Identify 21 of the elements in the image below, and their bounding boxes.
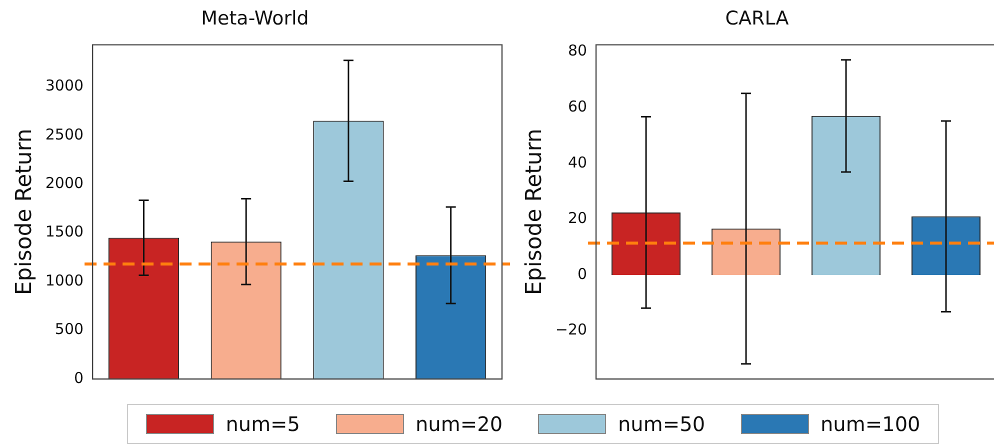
y-tick-label: 60	[568, 97, 588, 116]
legend-label: num=100	[820, 412, 920, 436]
y-tick-label: 500	[54, 320, 84, 338]
chart-title: CARLA	[725, 7, 789, 30]
legend-label: num=20	[416, 412, 503, 436]
y-axis-title: Episode Return	[522, 128, 547, 296]
y-tick-label: 2000	[45, 174, 84, 192]
y-tick-label: 0	[74, 368, 84, 387]
legend-label: num=5	[226, 412, 300, 436]
y-tick-label: 1000	[45, 271, 84, 290]
y-tick-label: 1500	[45, 222, 84, 241]
y-tick-label: 40	[568, 153, 588, 172]
y-tick-label: 80	[568, 42, 588, 60]
y-tick-label: 0	[578, 264, 588, 283]
chart-title: Meta-World	[201, 7, 309, 30]
y-axis-title: Episode Return	[12, 128, 37, 296]
y-tick-label: 2500	[45, 125, 84, 144]
y-tick-label: 20	[568, 209, 588, 228]
legend-label: num=50	[618, 412, 706, 436]
y-tick-label: 3000	[45, 76, 84, 95]
y-tick-label: −20	[555, 320, 588, 339]
